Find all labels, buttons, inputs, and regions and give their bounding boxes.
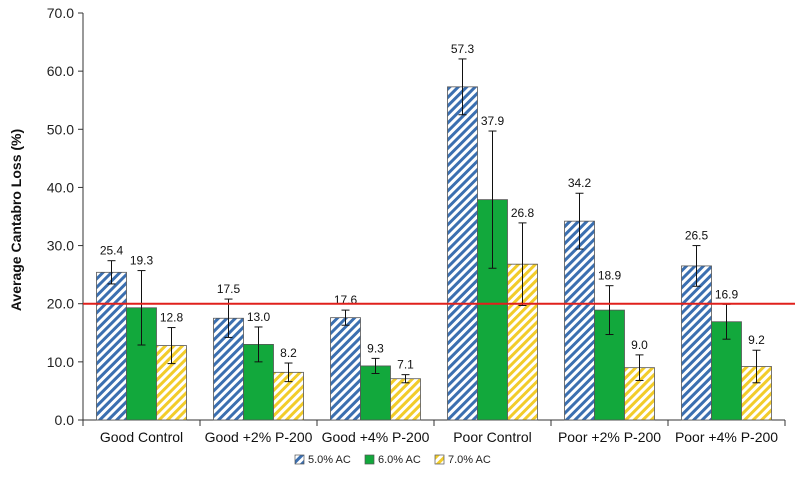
y-tick-label: 70.0	[47, 5, 74, 21]
data-label: 37.9	[481, 114, 505, 128]
x-category-label: Poor +2% P-200	[558, 429, 661, 445]
data-label: 19.3	[130, 254, 154, 268]
data-label: 8.2	[280, 346, 297, 360]
y-tick-label: 0.0	[55, 412, 75, 428]
x-category-label: Good +4% P-200	[322, 429, 430, 445]
data-label: 26.5	[685, 229, 709, 243]
legend-swatch-2	[364, 454, 375, 465]
bar-2-5	[594, 309, 625, 421]
data-label: 7.1	[397, 358, 414, 372]
y-tick-label: 30.0	[47, 238, 74, 254]
data-label: 26.8	[511, 206, 535, 220]
legend-label-3: 7.0% AC	[448, 454, 491, 466]
y-tick-label: 10.0	[47, 354, 74, 370]
bar-3-3	[390, 378, 421, 421]
data-label: 9.2	[748, 333, 765, 347]
data-label: 9.3	[367, 341, 384, 355]
bar-1-6	[681, 265, 712, 421]
data-label: 17.5	[217, 282, 241, 296]
legend-swatch-1	[294, 454, 305, 465]
y-tick-label: 40.0	[47, 179, 74, 195]
x-category-label: Good +2% P-200	[205, 429, 313, 445]
bar-1-1	[96, 271, 127, 421]
legend: 5.0% AC 6.0% AC 7.0% AC	[294, 454, 491, 466]
bar-1-3	[330, 317, 361, 421]
data-label: 17.6	[334, 293, 358, 307]
bar-2-3	[360, 365, 391, 421]
plot-area: 0.0 10.0 20.0 30.0 40.0 50.0 60.0 70.0 25.4 19.3 1…	[47, 5, 795, 445]
y-tick-label: 50.0	[47, 121, 74, 137]
x-category-label: Good Control	[100, 429, 183, 445]
y-tick-label: 20.0	[47, 296, 74, 312]
x-category-label: Poor Control	[453, 429, 532, 445]
data-label: 16.9	[715, 287, 739, 301]
data-label: 12.8	[160, 311, 184, 325]
legend-swatch-3	[434, 454, 445, 465]
x-category-label: Poor +4% P-200	[675, 429, 778, 445]
data-label: 34.2	[568, 176, 592, 190]
data-label: 18.9	[598, 269, 622, 283]
y-tick-label: 60.0	[47, 63, 74, 79]
data-label: 9.0	[631, 338, 648, 352]
data-label: 13.0	[247, 310, 271, 324]
legend-label-2: 6.0% AC	[378, 454, 421, 466]
legend-label-1: 5.0% AC	[308, 454, 351, 466]
y-axis-title: Average Cantabro Loss (%)	[8, 129, 24, 311]
bar-1-4	[447, 86, 478, 421]
data-label: 25.4	[100, 244, 124, 258]
data-label: 57.3	[451, 42, 475, 56]
bar-1-5	[564, 220, 595, 421]
